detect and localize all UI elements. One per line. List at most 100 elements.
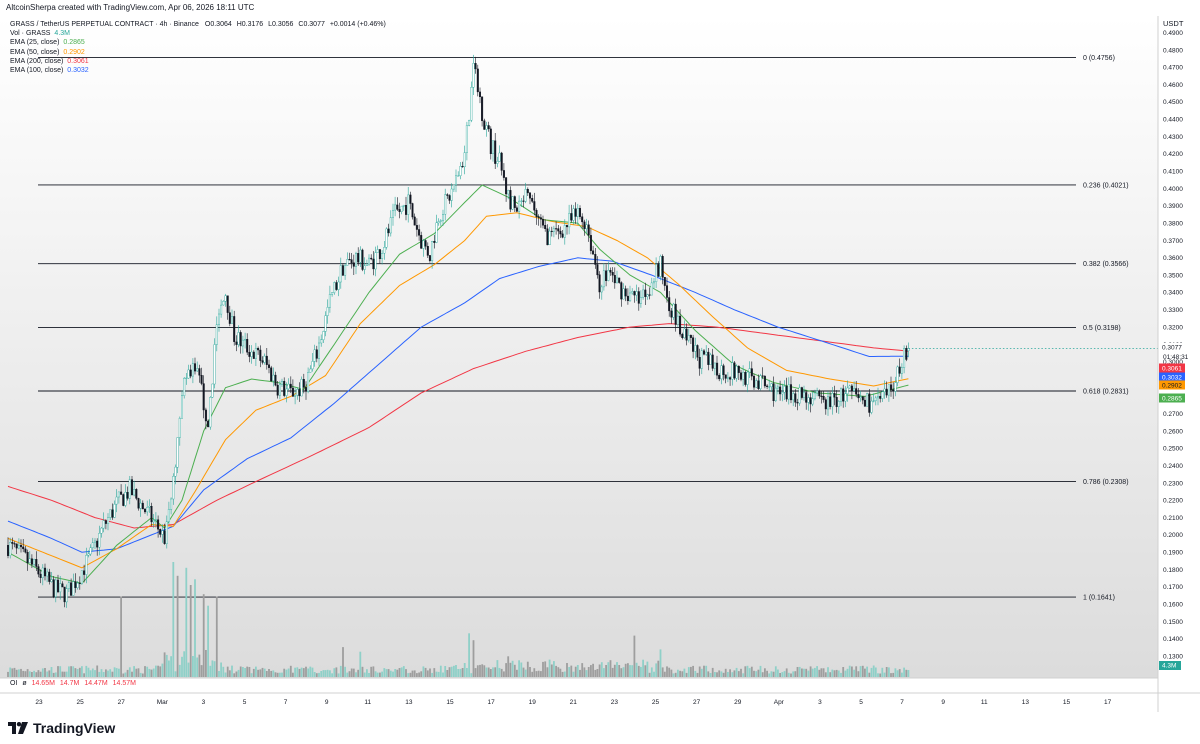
candle-body[interactable]	[792, 393, 795, 401]
candle-body[interactable]	[246, 339, 249, 353]
candle-body[interactable]	[531, 197, 534, 202]
candle-body[interactable]	[798, 387, 801, 404]
candle-body[interactable]	[41, 567, 44, 579]
candle-body[interactable]	[452, 184, 455, 190]
candle-body[interactable]	[809, 397, 812, 405]
candle-body[interactable]	[539, 217, 542, 220]
candle-body[interactable]	[122, 494, 125, 506]
candle-body[interactable]	[666, 285, 669, 298]
candle-body[interactable]	[442, 213, 445, 221]
candle-body[interactable]	[402, 204, 405, 207]
candle-body[interactable]	[450, 188, 453, 201]
candle-body[interactable]	[674, 303, 677, 325]
candle-body[interactable]	[372, 258, 375, 270]
candle-body[interactable]	[622, 288, 625, 300]
candle-body[interactable]	[557, 228, 560, 232]
candle-body[interactable]	[700, 350, 703, 369]
candle-body[interactable]	[840, 388, 843, 402]
candle-body[interactable]	[661, 255, 664, 278]
candle-body[interactable]	[755, 380, 758, 388]
candle-body[interactable]	[890, 384, 893, 390]
candle-body[interactable]	[104, 520, 107, 524]
candle-body[interactable]	[341, 265, 344, 276]
candle-body[interactable]	[572, 208, 575, 221]
candle-body[interactable]	[887, 384, 890, 396]
candle-body[interactable]	[465, 125, 468, 153]
candle-body[interactable]	[298, 389, 301, 397]
candle-body[interactable]	[346, 259, 349, 266]
candle-body[interactable]	[568, 213, 571, 228]
candle-body[interactable]	[650, 282, 653, 296]
candle-body[interactable]	[729, 377, 732, 380]
candle-body[interactable]	[657, 264, 660, 277]
candle-body[interactable]	[44, 567, 47, 577]
candle-body[interactable]	[230, 316, 233, 324]
candle-body[interactable]	[154, 519, 157, 521]
candle-body[interactable]	[265, 355, 268, 365]
candle-body[interactable]	[9, 542, 12, 556]
candle-body[interactable]	[385, 228, 388, 248]
candle-body[interactable]	[626, 295, 629, 302]
candle-body[interactable]	[139, 502, 142, 509]
candle-body[interactable]	[100, 527, 103, 534]
candle-body[interactable]	[67, 582, 70, 589]
candle-body[interactable]	[827, 396, 830, 410]
candle-body[interactable]	[261, 360, 264, 363]
candle-body[interactable]	[57, 579, 60, 593]
candle-body[interactable]	[561, 233, 564, 238]
candle-body[interactable]	[824, 399, 827, 410]
tradingview-brand[interactable]: TradingView	[8, 720, 115, 736]
candle-body[interactable]	[374, 252, 377, 270]
candle-body[interactable]	[268, 364, 271, 368]
candle-body[interactable]	[676, 315, 679, 325]
candle-body[interactable]	[707, 351, 710, 365]
candle-body[interactable]	[50, 579, 53, 582]
candle-body[interactable]	[718, 375, 721, 380]
candle-body[interactable]	[33, 559, 36, 565]
candle-body[interactable]	[857, 394, 860, 399]
candle-body[interactable]	[524, 188, 527, 202]
candle-body[interactable]	[544, 224, 547, 229]
candle-body[interactable]	[663, 277, 666, 286]
candle-body[interactable]	[624, 288, 627, 297]
candle-body[interactable]	[505, 177, 508, 195]
candle-body[interactable]	[143, 508, 146, 513]
candle-body[interactable]	[520, 200, 523, 202]
candle-body[interactable]	[13, 543, 16, 545]
candle-body[interactable]	[811, 398, 814, 405]
candle-body[interactable]	[289, 383, 292, 389]
candle-body[interactable]	[283, 381, 286, 396]
candle-body[interactable]	[415, 225, 418, 230]
candle-body[interactable]	[241, 339, 244, 347]
candle-body[interactable]	[135, 489, 138, 499]
candle-body[interactable]	[583, 221, 586, 229]
candle-body[interactable]	[698, 357, 701, 369]
candle-body[interactable]	[646, 294, 649, 297]
candle-body[interactable]	[305, 387, 308, 392]
candle-body[interactable]	[722, 365, 725, 375]
candle-body[interactable]	[117, 491, 120, 498]
candle-body[interactable]	[87, 553, 90, 556]
candle-body[interactable]	[761, 375, 764, 377]
candle-body[interactable]	[126, 492, 129, 499]
candle-body[interactable]	[357, 252, 360, 263]
candle-body[interactable]	[609, 269, 612, 273]
candle-body[interactable]	[191, 363, 194, 377]
candle-body[interactable]	[653, 281, 656, 284]
candle-body[interactable]	[574, 208, 577, 217]
candle-body[interactable]	[655, 264, 658, 283]
candle-body[interactable]	[896, 366, 899, 383]
candle-body[interactable]	[281, 381, 284, 385]
candle-body[interactable]	[324, 315, 327, 332]
candle-body[interactable]	[431, 240, 434, 261]
candle-body[interactable]	[378, 249, 381, 260]
candle-body[interactable]	[270, 367, 273, 382]
candle-body[interactable]	[757, 380, 760, 389]
candle-body[interactable]	[500, 152, 503, 171]
candle-body[interactable]	[420, 235, 423, 249]
candle-body[interactable]	[222, 301, 225, 306]
candle-body[interactable]	[383, 246, 386, 254]
time-axis[interactable]: 23 25 27 Mar 3 5 7 9 11 13 15 17 19 21 23 25 27 29 Apr 3 5 7 9…	[35, 699, 1111, 706]
candle-body[interactable]	[422, 240, 425, 249]
candle-body[interactable]	[600, 286, 603, 293]
